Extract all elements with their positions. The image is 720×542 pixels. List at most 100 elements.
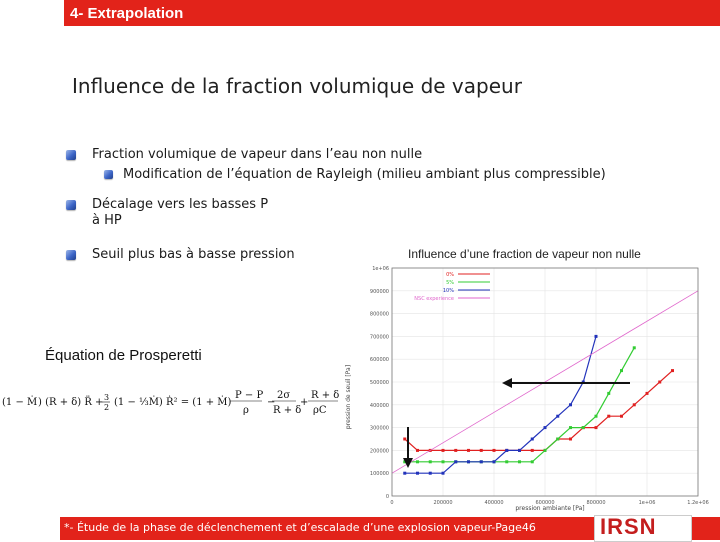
data-point [607,414,611,418]
svg-text:R + δ: R + δ [311,390,339,401]
threshold-arrow-head-icon [403,458,413,468]
data-point [581,426,585,430]
data-point [479,448,483,452]
data-point [658,380,662,384]
data-point [428,460,432,464]
data-point [594,414,598,418]
y-tick-label: 300000 [370,426,389,432]
data-point [620,369,623,373]
y-tick-label: 600000 [370,357,389,363]
threshold-chart: 0 100000 200000 300000 400000 500000 600000 700… [340,262,720,512]
irsn-logo: IRSN [600,514,657,539]
data-point [594,334,598,338]
bullet-3: Seuil plus bas à basse pression [66,247,295,262]
data-point [594,426,598,430]
y-tick-label: 100000 [370,471,389,477]
footer-bar [60,517,720,540]
data-point [530,448,534,452]
plot-frame [391,267,699,497]
footer-text: *- Étude de la phase de déclenchement et… [64,521,536,534]
sub-bullet-1: Modification de l’équation de Rayleigh (… [104,167,606,182]
y-axis-label: pression de seuil [Pa] [345,365,352,429]
y-tick-label: 700000 [370,334,389,340]
bullet-3-text: Seuil plus bas à basse pression [92,247,295,262]
series-line-2 [404,336,597,474]
bullet-2: Décalage vers les basses P à HP [66,197,268,229]
logo-box [594,515,692,542]
data-point [492,460,496,464]
data-point [569,437,572,441]
data-point [620,414,623,418]
data-point [569,403,572,407]
bullet-2-text-line1: Décalage vers les basses P [92,197,269,212]
data-point [556,437,560,441]
section-title: 4- Extrapolation [70,5,184,22]
data-point [416,460,419,464]
x-tick-label: 400000 [484,500,503,506]
data-point [671,369,674,373]
data-point [416,471,419,475]
y-tick-label: 400000 [370,403,389,409]
data-point [518,448,521,452]
svg-text:(1 − ⅓Ṁ) Ṙ² = (1 + Ṁ): (1 − ⅓Ṁ) Ṙ² = (1 + Ṁ) [114,396,232,408]
legend-label: 5% [446,280,454,286]
bullet-square-icon [66,200,76,210]
y-tick-label: 800000 [370,312,389,318]
svg-text:) (R + δ) R̈ +: ) (R + δ) R̈ + [38,396,103,408]
x-tick-label: 200000 [433,500,452,506]
data-point [569,426,572,430]
shift-arrow-head-icon [502,378,512,388]
data-point [530,437,534,441]
data-point [403,460,407,464]
chart-background [340,262,720,512]
data-point [416,448,419,452]
equation-title: Équation de Prosperetti [45,347,202,364]
x-tick-label: 600000 [535,500,554,506]
y-tick-label: 0 [386,494,389,500]
data-point [441,460,445,464]
header-bar [64,0,720,26]
y-tick-label: 900000 [370,289,389,295]
legend-label: NSC experience [414,296,454,302]
bullet-square-icon [66,250,76,260]
x-axis-label: pression ambiante [Pa] [515,505,584,512]
x-tick-label: 800000 [586,500,605,506]
svg-text:(1 − Ṁ: (1 − Ṁ [2,396,37,408]
data-point [543,448,547,452]
data-point [467,448,470,452]
data-point [556,414,560,418]
data-point [441,448,445,452]
data-point [403,471,407,475]
svg-text:+: + [300,397,308,408]
page-title: Influence de la fraction volumique de va… [72,74,522,98]
data-point [403,437,407,441]
y-tick-label: 200000 [370,448,389,454]
data-point [492,448,496,452]
svg-text:ρ: ρ [243,405,249,416]
y-tick-label: 500000 [370,380,389,386]
svg-text:R + δ: R + δ [273,405,301,416]
data-point [645,391,649,395]
series-line-0 [404,370,673,451]
data-point [505,460,509,464]
data-point [479,460,483,464]
x-tick-label: 1.2e+06 [687,500,709,506]
x-tick-label: 0 [390,500,393,506]
data-point [441,471,445,475]
svg-text:−: − [267,397,275,408]
legend-label: 0% [446,272,454,278]
data-point [607,391,611,395]
data-point [632,403,636,407]
data-point [505,448,509,452]
data-point [543,426,547,430]
legend-label: 10% [443,288,454,294]
data-point [428,471,432,475]
bullet-2-text-line2: à HP [92,213,122,228]
svg-text:2σ: 2σ [277,390,290,401]
bullet-square-icon [66,150,76,160]
x-tick-label: 1e+06 [639,500,656,506]
data-point [530,460,534,464]
svg-text:3: 3 [104,393,109,402]
data-point [632,346,636,350]
bullet-1: Fraction volumique de vapeur dans l’eau … [66,147,422,162]
